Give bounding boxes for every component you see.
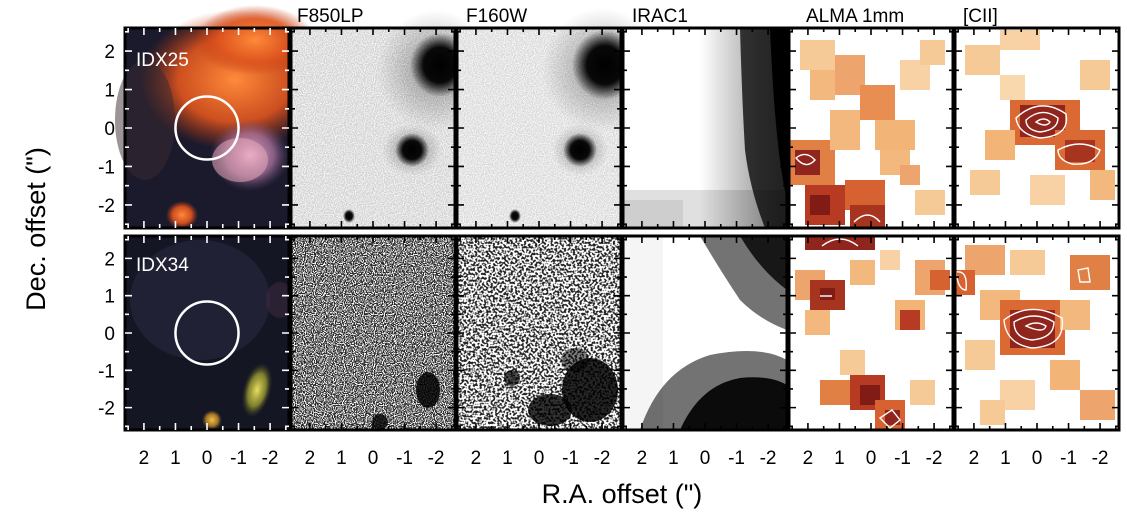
y-tick-label: 0 xyxy=(104,324,115,345)
tick-marks xyxy=(789,236,953,430)
tick-marks xyxy=(623,236,787,430)
panel-idx34-f850lp xyxy=(291,236,455,430)
x-tick-labels: 2 1 0 -1 -2 2 1 0 -1 -2 2 1 0 -1 -2 2 1 … xyxy=(139,448,1109,469)
panel-idx34-irac1 xyxy=(623,236,787,430)
x-tick-label: -1 xyxy=(396,448,413,469)
tick-marks xyxy=(291,236,455,430)
x-tick-label: 1 xyxy=(170,448,181,469)
y-tick-label: 2 xyxy=(104,42,115,63)
x-tick-label: 0 xyxy=(534,448,545,469)
source-circle-idx34 xyxy=(174,300,240,366)
panel-idx25-rgb xyxy=(115,5,330,229)
panel-idx34-rgb xyxy=(125,236,294,430)
tick-marks xyxy=(291,28,455,228)
row-label-idx34: IDX34 xyxy=(136,255,189,276)
y-tick-label: 2 xyxy=(104,249,115,270)
column-title-f850lp: F850LP xyxy=(297,6,364,27)
tick-marks xyxy=(955,28,1119,228)
tick-marks xyxy=(457,28,621,228)
x-tick-label: 2 xyxy=(637,448,648,469)
x-tick-label: 2 xyxy=(969,448,980,469)
panel-idx25-cii xyxy=(955,28,1119,228)
column-title-cii: [CII] xyxy=(963,6,998,27)
column-title-irac1: IRAC1 xyxy=(632,6,688,27)
x-tick-label: -1 xyxy=(894,448,911,469)
x-tick-label: 1 xyxy=(1000,448,1011,469)
y-tick-label: 1 xyxy=(104,287,115,308)
x-tick-label: 2 xyxy=(139,448,150,469)
panel-idx25-alma-1mm xyxy=(789,28,953,228)
x-tick-label: -2 xyxy=(1092,448,1109,469)
panel-idx34-cii xyxy=(955,236,1119,430)
y-axis-title: Dec. offset (") xyxy=(21,147,51,311)
x-tick-label: 0 xyxy=(368,448,379,469)
panel-idx25-irac1 xyxy=(623,28,787,228)
x-tick-label: 1 xyxy=(834,448,845,469)
x-tick-label: 0 xyxy=(1032,448,1043,469)
panel-idx34-alma-1mm xyxy=(789,236,953,430)
x-axis-title: R.A. offset (") xyxy=(542,479,703,509)
axis-ticks xyxy=(125,28,1119,430)
x-tick-label: -2 xyxy=(760,448,777,469)
y-tick-label: -2 xyxy=(98,196,115,217)
y-tick-labels: 2 1 0 -1 -2 2 1 0 -1 -2 xyxy=(98,42,115,420)
x-tick-label: -1 xyxy=(1060,448,1077,469)
column-title-alma-1mm: ALMA 1mm xyxy=(806,6,904,27)
x-tick-label: 1 xyxy=(502,448,513,469)
tick-marks xyxy=(623,28,787,228)
x-tick-label: 2 xyxy=(471,448,482,469)
x-tick-label: 0 xyxy=(700,448,711,469)
x-tick-label: -2 xyxy=(428,448,445,469)
panel-idx34-f160w xyxy=(457,236,621,430)
tick-marks xyxy=(955,236,1119,430)
x-tick-label: -1 xyxy=(562,448,579,469)
source-circle-idx25 xyxy=(174,95,240,161)
x-tick-label: -2 xyxy=(926,448,943,469)
x-tick-label: -2 xyxy=(594,448,611,469)
tick-marks xyxy=(789,28,953,228)
y-tick-label: 1 xyxy=(104,81,115,102)
x-tick-label: -2 xyxy=(262,448,279,469)
tick-marks xyxy=(457,236,621,430)
row-label-idx25: IDX25 xyxy=(136,50,189,71)
x-tick-label: 2 xyxy=(803,448,814,469)
column-headers: F850LP F160W IRAC1 ALMA 1mm [CII] xyxy=(297,6,998,27)
column-title-f160w: F160W xyxy=(466,6,527,27)
x-tick-label: 0 xyxy=(202,448,213,469)
tick-marks xyxy=(125,28,289,228)
x-tick-label: -1 xyxy=(230,448,247,469)
x-tick-label: 1 xyxy=(668,448,679,469)
y-tick-label: -1 xyxy=(98,361,115,382)
y-tick-label: -2 xyxy=(98,399,115,420)
tick-marks xyxy=(125,236,289,430)
x-tick-label: 2 xyxy=(305,448,316,469)
x-tick-label: -1 xyxy=(728,448,745,469)
x-tick-label: 1 xyxy=(336,448,347,469)
x-tick-label: 0 xyxy=(866,448,877,469)
y-tick-label: 0 xyxy=(104,119,115,140)
y-tick-label: -1 xyxy=(98,157,115,178)
